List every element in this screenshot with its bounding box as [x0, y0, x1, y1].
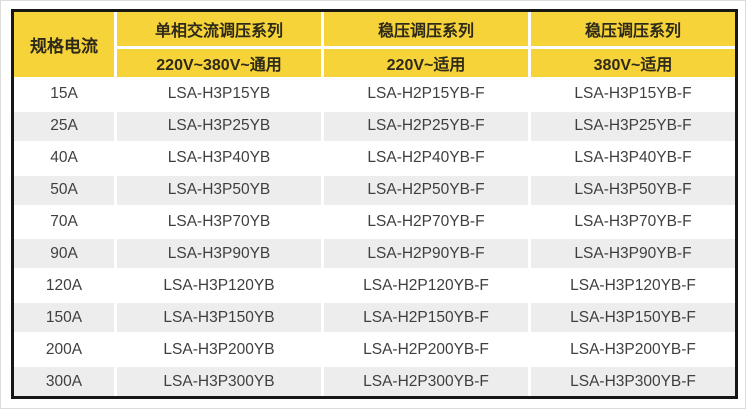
model-cell: LSA-H3P25YB-F [531, 111, 735, 141]
model-cell: LSA-H3P150YB-F [531, 303, 735, 333]
model-cell: LSA-H3P200YB-F [531, 335, 735, 365]
model-cell: LSA-H3P90YB-F [531, 239, 735, 269]
header-voltage-220-380: 220V~380V~通用 [117, 49, 321, 77]
current-cell: 300A [14, 367, 114, 396]
header-spec-current: 规格电流 [14, 12, 114, 77]
header-voltage-220: 220V~适用 [324, 49, 528, 77]
model-cell: LSA-H2P150YB-F [324, 303, 528, 333]
model-cell: LSA-H3P200YB [117, 335, 321, 365]
model-cell: LSA-H3P15YB [117, 80, 321, 109]
current-cell: 70A [14, 207, 114, 237]
model-cell: LSA-H3P15YB-F [531, 80, 735, 109]
model-cell: LSA-H3P300YB-F [531, 367, 735, 396]
header-voltage-380: 380V~适用 [531, 49, 735, 77]
model-cell: LSA-H3P120YB-F [531, 271, 735, 301]
model-cell: LSA-H3P150YB [117, 303, 321, 333]
model-cell: LSA-H3P70YB [117, 207, 321, 237]
model-cell: LSA-H3P50YB-F [531, 175, 735, 205]
current-cell: 40A [14, 143, 114, 173]
model-cell: LSA-H3P70YB-F [531, 207, 735, 237]
model-cell: LSA-H3P120YB [117, 271, 321, 301]
model-cell: LSA-H3P90YB [117, 239, 321, 269]
header-series-single-phase: 单相交流调压系列 [117, 12, 321, 46]
model-cell: LSA-H2P50YB-F [324, 175, 528, 205]
model-cell: LSA-H3P50YB [117, 175, 321, 205]
model-cell: LSA-H3P300YB [117, 367, 321, 396]
model-spec-table: 规格电流 单相交流调压系列 稳压调压系列 稳压调压系列 220V~380V~通用… [11, 9, 738, 399]
model-cell: LSA-H2P25YB-F [324, 111, 528, 141]
model-cell: LSA-H2P90YB-F [324, 239, 528, 269]
model-cell: LSA-H3P40YB [117, 143, 321, 173]
model-cell: LSA-H2P200YB-F [324, 335, 528, 365]
current-cell: 200A [14, 335, 114, 365]
model-cell: LSA-H2P15YB-F [324, 80, 528, 109]
current-cell: 15A [14, 80, 114, 109]
current-cell: 25A [14, 111, 114, 141]
current-cell: 50A [14, 175, 114, 205]
current-cell: 120A [14, 271, 114, 301]
model-cell: LSA-H2P300YB-F [324, 367, 528, 396]
model-cell: LSA-H2P40YB-F [324, 143, 528, 173]
current-cell: 90A [14, 239, 114, 269]
model-cell: LSA-H3P25YB [117, 111, 321, 141]
header-series-stabilized-220: 稳压调压系列 [324, 12, 528, 46]
current-cell: 150A [14, 303, 114, 333]
model-cell: LSA-H3P40YB-F [531, 143, 735, 173]
model-cell: LSA-H2P70YB-F [324, 207, 528, 237]
model-cell: LSA-H2P120YB-F [324, 271, 528, 301]
header-series-stabilized-380: 稳压调压系列 [531, 12, 735, 46]
